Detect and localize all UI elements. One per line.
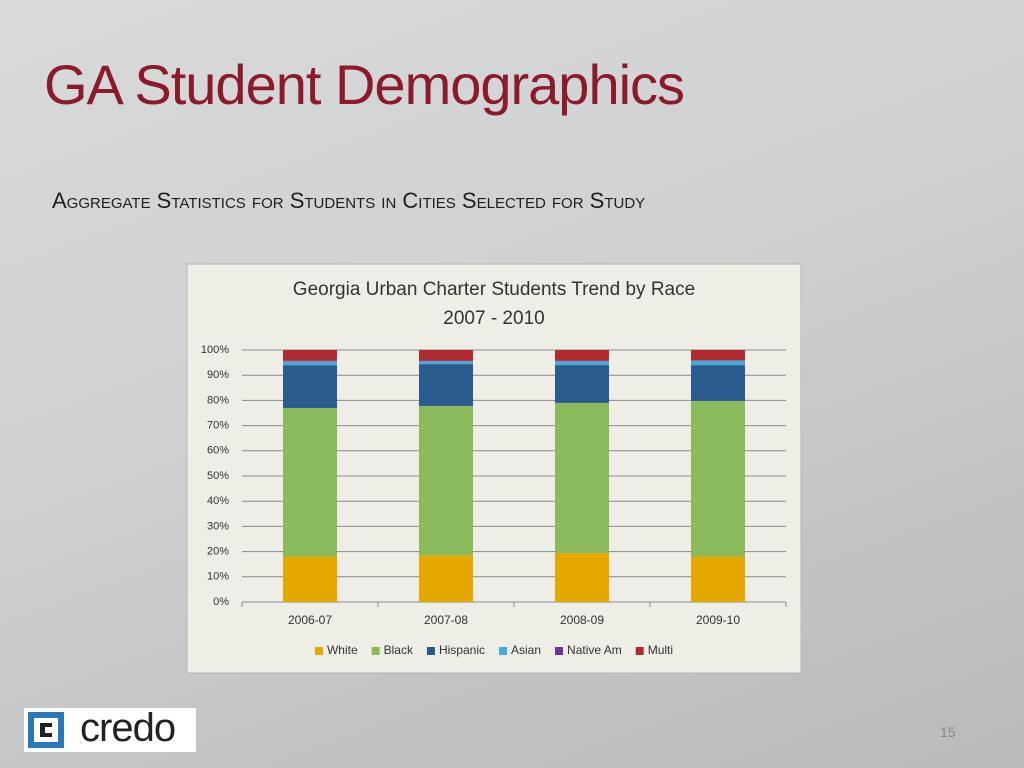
legend-swatch bbox=[555, 647, 564, 655]
legend-label: White bbox=[327, 643, 358, 657]
y-tick-label: 50% bbox=[207, 470, 229, 482]
bar-segment bbox=[691, 350, 745, 361]
legend-swatch bbox=[635, 647, 644, 655]
bar-segment bbox=[691, 360, 745, 361]
bar-segment bbox=[419, 555, 473, 602]
bar-segment bbox=[691, 365, 745, 401]
bar-segment bbox=[555, 361, 609, 366]
bar-segment bbox=[419, 360, 473, 362]
bar-segment bbox=[691, 400, 745, 557]
bar-segment bbox=[555, 350, 609, 361]
y-tick-label: 0% bbox=[213, 596, 229, 608]
x-tick-label: 2009-10 bbox=[696, 613, 740, 627]
bar-segment bbox=[283, 350, 337, 361]
legend-swatch bbox=[371, 647, 380, 655]
bar-segment bbox=[419, 361, 473, 365]
bar-segment bbox=[419, 364, 473, 406]
legend-label: Asian bbox=[511, 643, 541, 657]
page-number: 15 bbox=[940, 724, 956, 740]
legend-label: Black bbox=[384, 643, 414, 657]
bar-segment bbox=[555, 402, 609, 554]
x-tick-label: 2006-07 bbox=[288, 613, 332, 627]
legend-swatch bbox=[426, 647, 435, 655]
bar-segment bbox=[555, 365, 609, 403]
legend-swatch bbox=[499, 647, 507, 655]
y-tick-label: 10% bbox=[207, 571, 229, 583]
slide-title: GA Student Demographics bbox=[44, 53, 685, 116]
y-tick-label: 90% bbox=[207, 369, 229, 381]
logo-icon bbox=[28, 712, 64, 748]
bar-segment bbox=[283, 365, 337, 408]
bar-segment bbox=[283, 407, 337, 557]
y-tick-label: 60% bbox=[207, 445, 229, 457]
legend-label: Native Am bbox=[567, 643, 622, 657]
bar-segment bbox=[555, 360, 609, 362]
bar-segment bbox=[283, 361, 337, 366]
logo: credo bbox=[24, 706, 196, 752]
x-tick-label: 2007-08 bbox=[424, 613, 468, 627]
bar-segment bbox=[283, 556, 337, 602]
chart-title: Georgia Urban Charter Students Trend by … bbox=[293, 279, 695, 300]
y-tick-label: 100% bbox=[201, 344, 229, 356]
legend-swatch bbox=[314, 647, 323, 655]
y-tick-label: 40% bbox=[207, 495, 229, 507]
bar-segment bbox=[419, 350, 473, 361]
y-tick-label: 70% bbox=[207, 420, 229, 432]
bar-segment bbox=[283, 360, 337, 362]
logo-text: credo bbox=[80, 706, 176, 750]
slide-subtitle: Aggregate Statistics for Students in Cit… bbox=[52, 188, 646, 213]
y-tick-label: 80% bbox=[207, 394, 229, 406]
bar-segment bbox=[691, 360, 745, 366]
x-tick-label: 2008-09 bbox=[560, 613, 604, 627]
y-tick-label: 30% bbox=[207, 520, 229, 532]
legend-label: Hispanic bbox=[439, 643, 485, 657]
bar-segment bbox=[555, 553, 609, 602]
legend-label: Multi bbox=[648, 643, 673, 657]
chart-subtitle: 2007 - 2010 bbox=[443, 308, 544, 329]
logo-c-gap bbox=[45, 727, 53, 733]
bar-segment bbox=[691, 556, 745, 602]
y-tick-label: 20% bbox=[207, 546, 229, 558]
bar-segment bbox=[419, 405, 473, 556]
